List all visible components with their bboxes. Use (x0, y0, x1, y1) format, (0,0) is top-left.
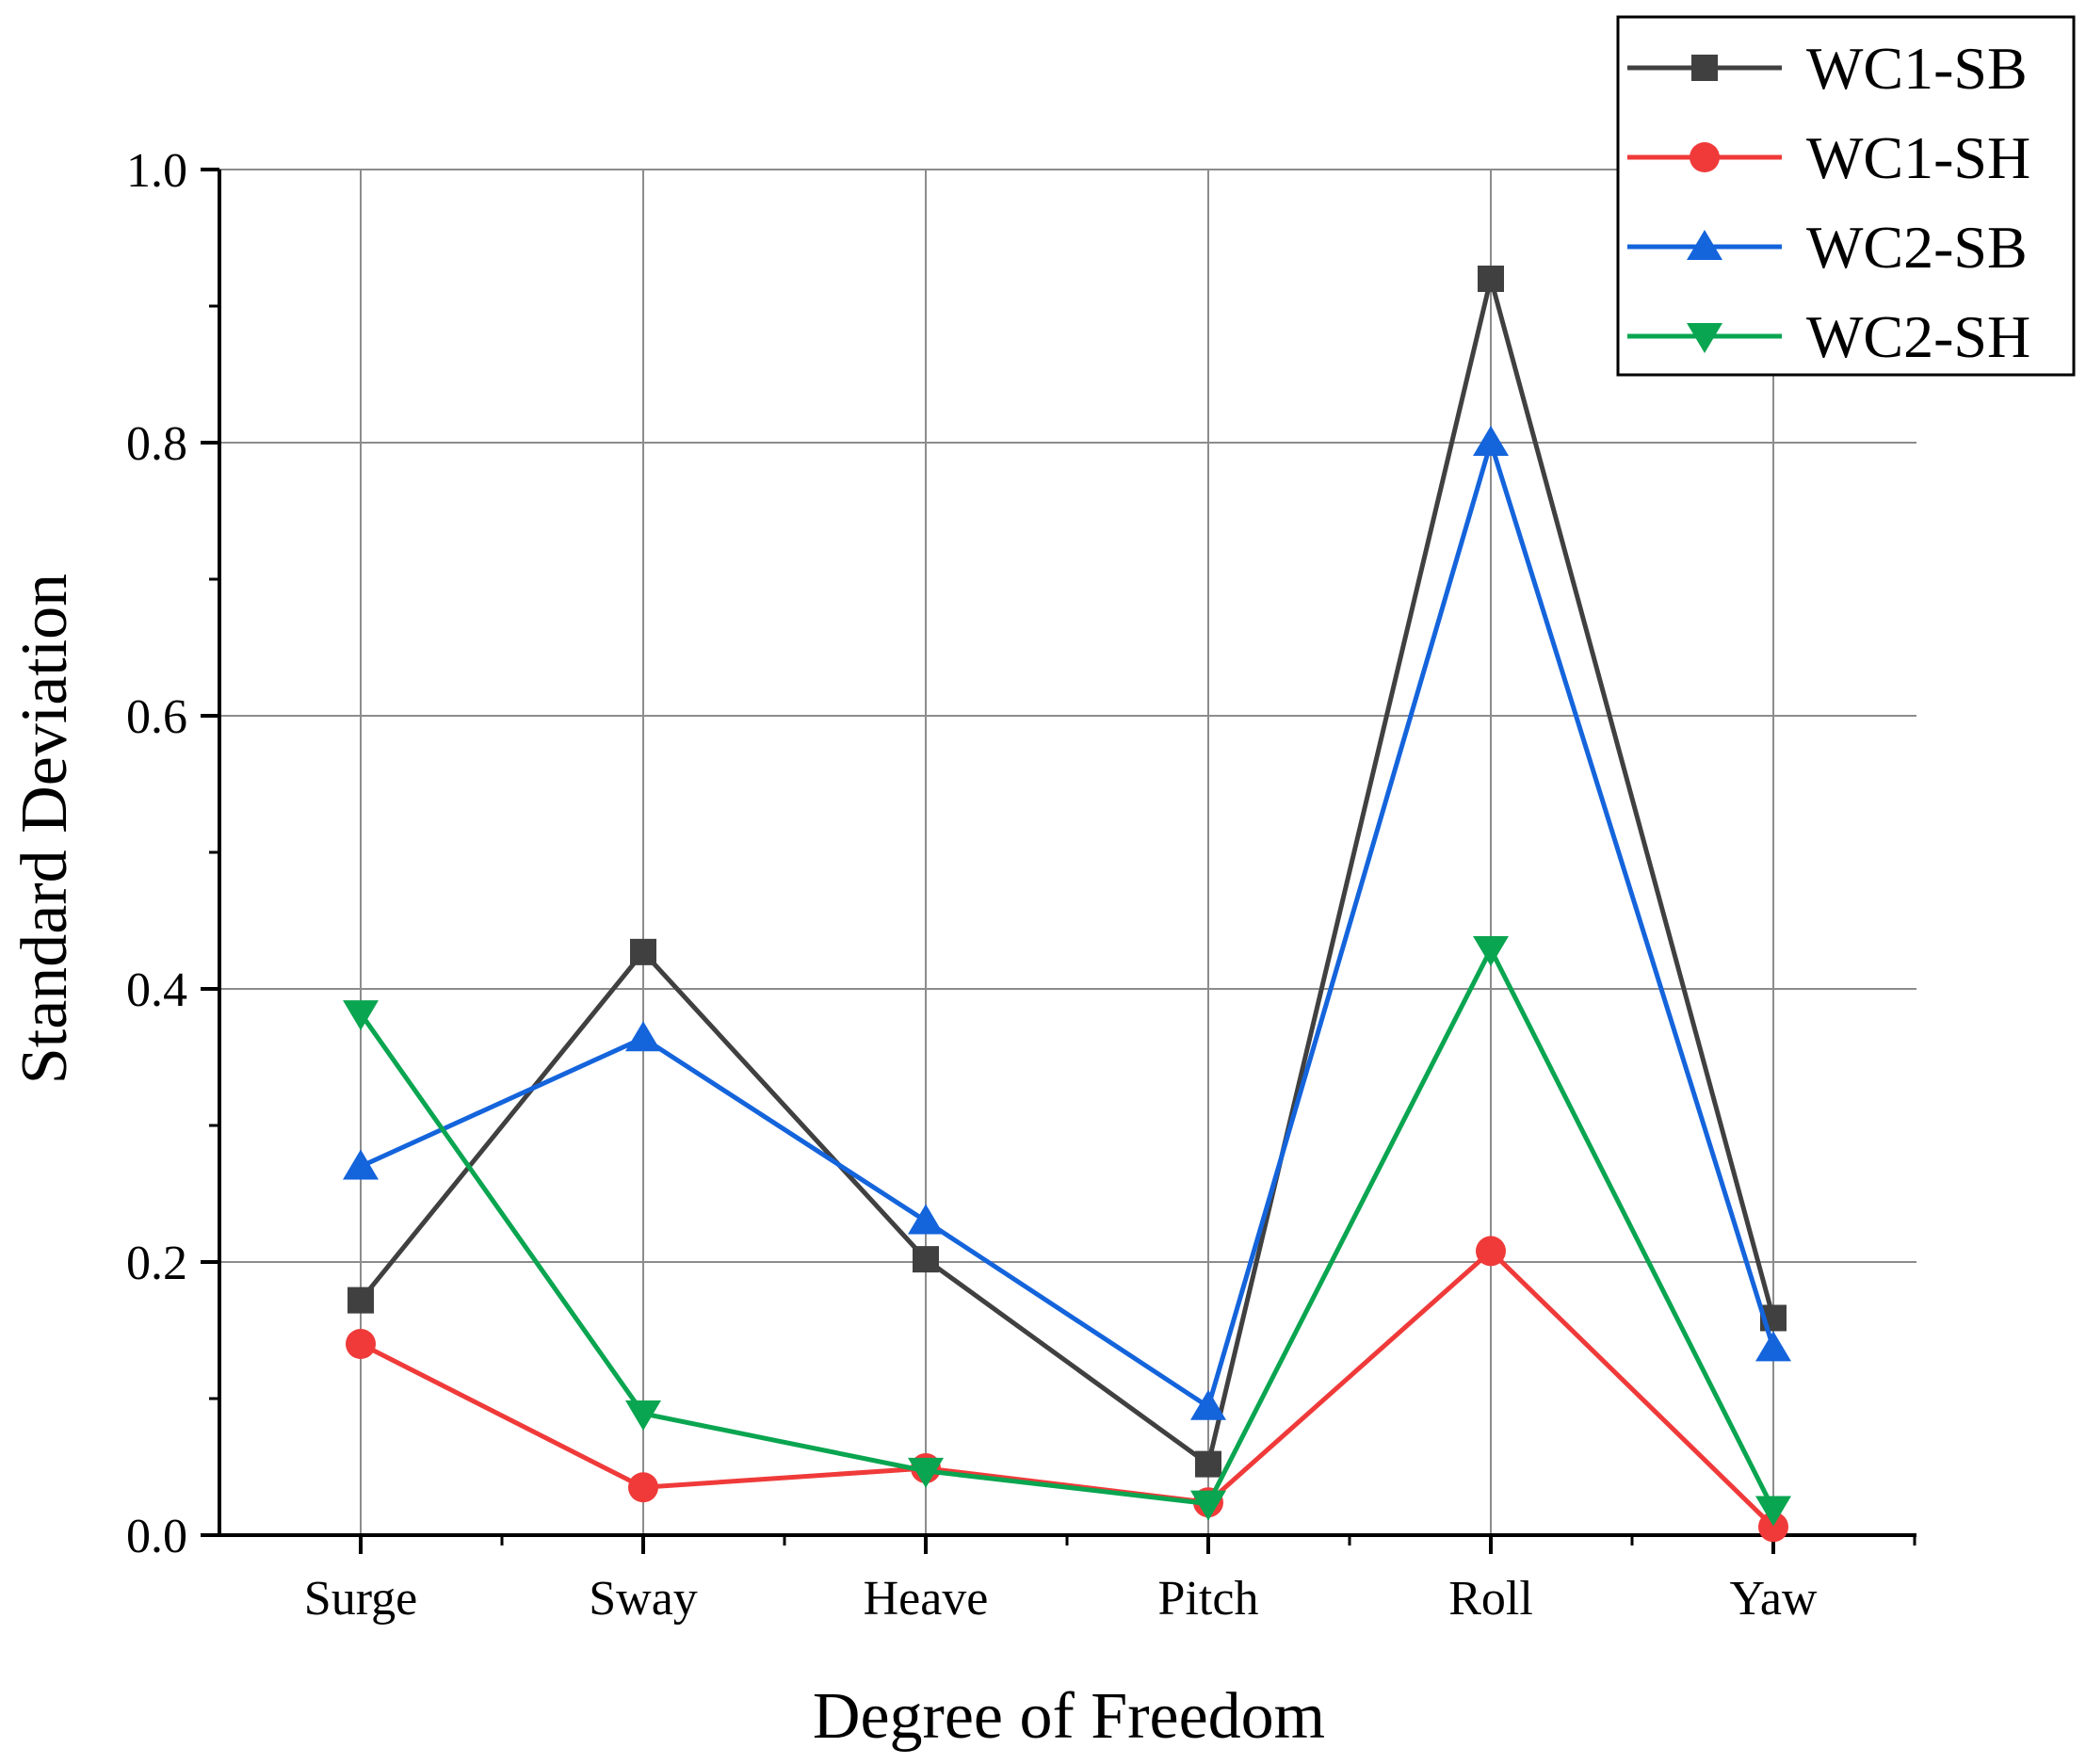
series-wc1-sh (346, 1236, 1788, 1543)
series-line (358, 944, 1776, 1511)
series-layer (343, 266, 1791, 1543)
x-tick-label: Heave (864, 1572, 989, 1626)
data-point (908, 1457, 944, 1488)
x-tick-label: Surge (304, 1572, 417, 1626)
legend-item: WC2-SB (1627, 214, 2028, 281)
series-wc1-sb (348, 266, 1787, 1478)
y-tick-label: 0.0 (126, 1510, 187, 1563)
data-point (908, 1204, 944, 1235)
legend-item: WC2-SH (1627, 303, 2030, 370)
data-point (1758, 1512, 1788, 1543)
legend-marker (1691, 55, 1718, 81)
data-point (1755, 1331, 1791, 1362)
y-tick-label: 0.6 (126, 690, 187, 744)
series-wc2-sh (343, 935, 1791, 1527)
data-point (1478, 266, 1504, 292)
axes: 0.0 0.2 0.4 0.6 0.8 1.0 Surge Sway Heave Pitch Rol… (126, 144, 1916, 1626)
data-point (346, 1329, 376, 1359)
legend-item: WC1-SB (1627, 35, 2028, 102)
x-tick-label: Sway (589, 1572, 698, 1626)
data-point (343, 1149, 379, 1180)
y-tick-label: 0.4 (126, 963, 187, 1017)
data-point (1190, 1389, 1226, 1420)
legend-item: WC1-SH (1627, 124, 2030, 191)
y-tick-label: 0.8 (126, 417, 187, 471)
y-tick-label: 1.0 (126, 144, 187, 198)
data-point (625, 1400, 661, 1431)
x-tick-label: Pitch (1158, 1572, 1259, 1626)
grid-lines (219, 169, 1916, 1535)
x-axis-title: Degree of Freedom (813, 1680, 1325, 1753)
series-wc2-sb (343, 426, 1791, 1420)
y-axis-title: Standard Deviation (8, 574, 81, 1084)
legend-label: WC2-SB (1806, 214, 2028, 281)
y-tick-label: 0.2 (126, 1237, 187, 1290)
data-point (628, 1472, 658, 1503)
x-tick-label: Roll (1448, 1572, 1533, 1626)
data-point (625, 1021, 661, 1052)
data-point (1473, 935, 1509, 966)
data-point (348, 1287, 374, 1314)
legend-marker (1687, 323, 1722, 353)
data-point (1755, 1496, 1791, 1527)
legend-label: WC1-SB (1806, 35, 2028, 102)
legend: WC1-SB WC1-SH WC2-SB WC2-SH (1616, 15, 2076, 377)
data-point (343, 1000, 379, 1031)
legend-label: WC2-SH (1806, 303, 2030, 370)
series-line (359, 434, 1776, 1411)
x-tick-label: Yaw (1730, 1572, 1818, 1626)
data-point (1473, 426, 1509, 456)
legend-marker (1690, 142, 1720, 172)
legend-label: WC1-SH (1806, 124, 2030, 191)
series-line (359, 278, 1776, 1468)
data-point (913, 1246, 939, 1273)
data-point (1476, 1236, 1506, 1267)
data-point (1195, 1450, 1221, 1478)
data-point (1190, 1490, 1226, 1521)
data-point (630, 938, 656, 965)
legend-marker (1687, 230, 1722, 260)
